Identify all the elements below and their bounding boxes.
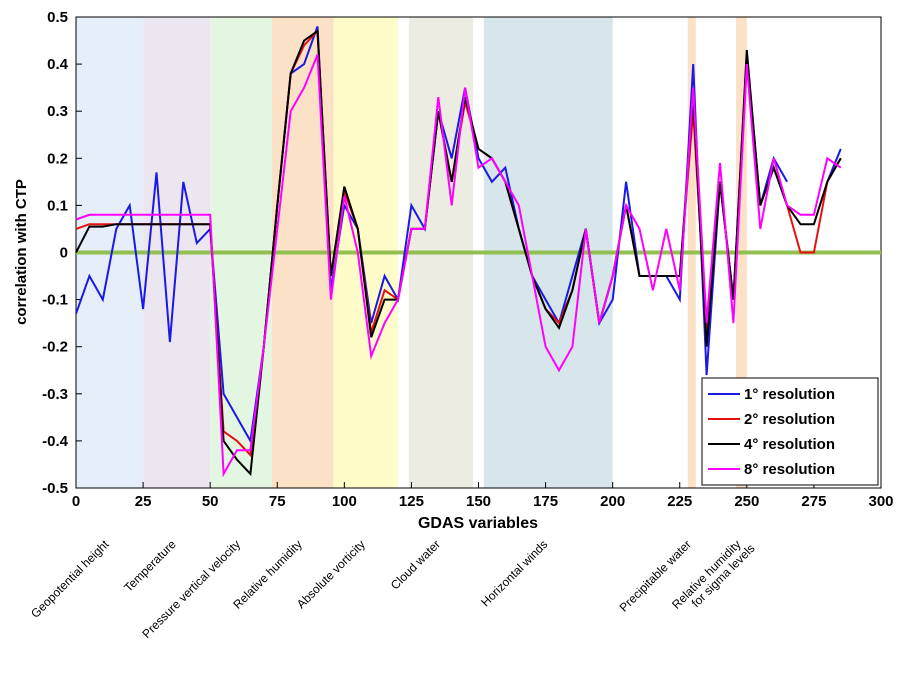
x-tick-label: 250 xyxy=(734,493,759,510)
y-tick-label: 0 xyxy=(60,245,68,262)
x-tick-label: 275 xyxy=(801,493,826,510)
x-tick-label: 125 xyxy=(399,493,424,510)
series-line xyxy=(75,54,842,478)
x-tick-label: 225 xyxy=(667,493,692,510)
y-tick-label: 0.2 xyxy=(47,150,68,167)
legend-label: 1° resolution xyxy=(744,386,835,403)
legend-label: 8° resolution xyxy=(744,461,835,478)
x-tick-label: 25 xyxy=(135,493,152,510)
y-tick-label: 0.5 xyxy=(47,9,68,26)
y-tick-label: -0.4 xyxy=(42,433,69,450)
region-label: Temperature xyxy=(121,537,179,595)
legend xyxy=(701,377,879,486)
x-tick-label: 100 xyxy=(332,493,357,510)
region-label: Absolute vorticity xyxy=(294,537,368,611)
y-tick-label: 0.1 xyxy=(47,197,68,214)
x-tick-label: 0 xyxy=(72,493,80,510)
y-tick-label: -0.1 xyxy=(42,292,68,309)
x-tick-label: 200 xyxy=(600,493,625,510)
x-tick-label: 75 xyxy=(269,493,286,510)
y-tick-label: -0.5 xyxy=(42,480,68,497)
legend-label: 4° resolution xyxy=(744,436,835,453)
x-tick-label: 300 xyxy=(868,493,893,510)
x-tick-label: 50 xyxy=(202,493,219,510)
x-tick-label: 150 xyxy=(466,493,491,510)
region-label: Horizontal winds xyxy=(478,537,550,609)
y-tick-label: 0.3 xyxy=(47,103,68,120)
region-label: Geopotential height xyxy=(28,537,112,621)
x-axis-label: GDAS variables xyxy=(418,515,538,532)
y-tick-label: -0.3 xyxy=(42,386,68,403)
y-tick-label: 0.4 xyxy=(47,56,69,73)
y-axis-label: correlation with CTP xyxy=(13,179,30,325)
region-label: Cloud water xyxy=(388,537,443,592)
legend-label: 2° resolution xyxy=(744,411,835,428)
y-tick-label: -0.2 xyxy=(42,339,68,356)
x-tick-label: 175 xyxy=(533,493,558,510)
